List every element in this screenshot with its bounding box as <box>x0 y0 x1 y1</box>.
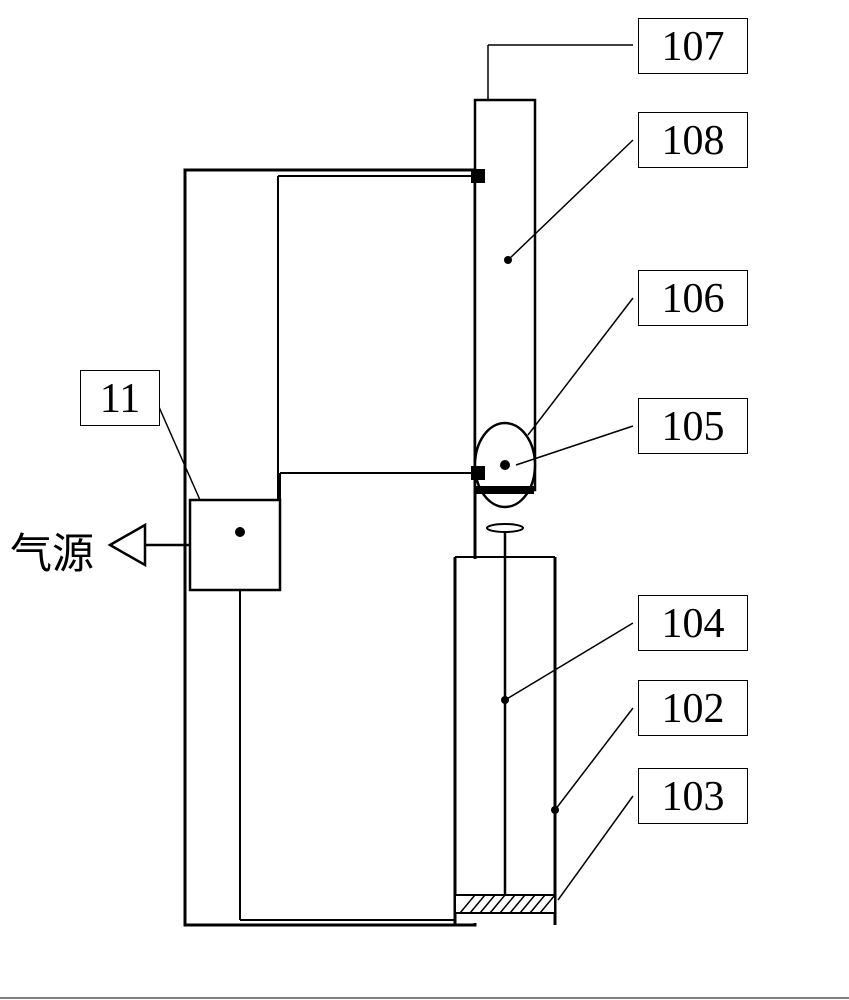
float-center-dot <box>500 460 510 470</box>
piston-head <box>487 524 523 532</box>
hatched-base <box>455 895 555 913</box>
label-102: 102 <box>638 680 748 736</box>
air-source-icon <box>110 525 145 565</box>
label-108: 108 <box>638 112 748 168</box>
label-105: 105 <box>638 398 748 454</box>
label-106: 106 <box>638 270 748 326</box>
float-bottom-bar <box>476 486 534 494</box>
label-107: 107 <box>638 18 748 74</box>
label-air-source: 气源 <box>10 520 94 581</box>
label-103: 103 <box>638 768 748 824</box>
controller-dot <box>235 527 245 537</box>
top-sensor <box>471 169 485 183</box>
label-104: 104 <box>638 595 748 651</box>
mid-sensor <box>471 466 485 480</box>
controller-box <box>190 500 280 590</box>
label-11: 11 <box>80 370 160 426</box>
